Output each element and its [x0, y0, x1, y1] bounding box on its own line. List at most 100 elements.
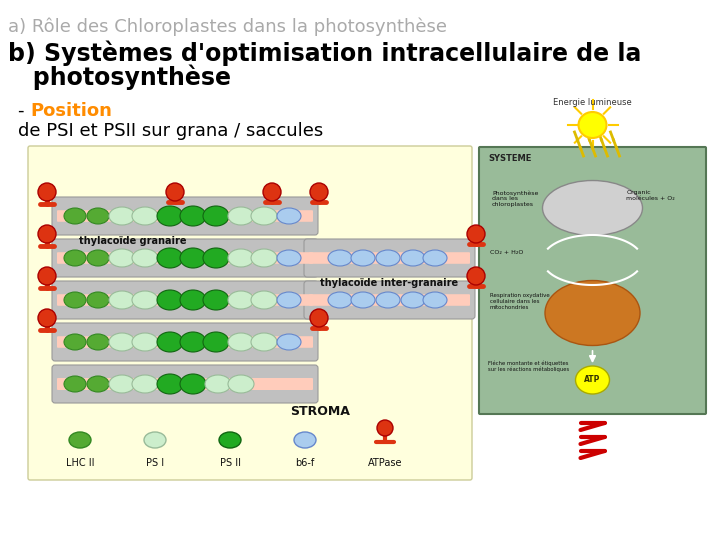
Text: ATP: ATP	[585, 375, 600, 384]
Ellipse shape	[228, 375, 254, 393]
Text: -: -	[18, 102, 30, 120]
Ellipse shape	[219, 432, 241, 448]
Ellipse shape	[69, 432, 91, 448]
Text: PS I: PS I	[146, 458, 164, 468]
Text: de PSI et PSII sur grana / saccules: de PSI et PSII sur grana / saccules	[18, 122, 323, 140]
Ellipse shape	[64, 292, 86, 308]
Ellipse shape	[203, 248, 229, 268]
Ellipse shape	[310, 183, 328, 201]
Ellipse shape	[467, 225, 485, 243]
Ellipse shape	[376, 250, 400, 266]
Text: Photosynthèse
dans les
chloroplastes: Photosynthèse dans les chloroplastes	[492, 190, 539, 207]
Ellipse shape	[87, 376, 109, 392]
Text: Fléche montante et étiquettes
sur les réactions métaboliques: Fléche montante et étiquettes sur les ré…	[488, 360, 570, 372]
Text: LHC II: LHC II	[66, 458, 94, 468]
Ellipse shape	[157, 332, 183, 352]
Ellipse shape	[228, 249, 254, 267]
Ellipse shape	[351, 292, 375, 308]
Ellipse shape	[263, 183, 281, 201]
Ellipse shape	[277, 208, 301, 224]
Ellipse shape	[87, 208, 109, 224]
Ellipse shape	[228, 291, 254, 309]
Ellipse shape	[157, 290, 183, 310]
FancyBboxPatch shape	[479, 147, 706, 414]
Ellipse shape	[166, 183, 184, 201]
Ellipse shape	[203, 290, 229, 310]
Ellipse shape	[251, 249, 277, 267]
FancyBboxPatch shape	[52, 197, 318, 235]
Ellipse shape	[38, 309, 56, 327]
Ellipse shape	[132, 207, 158, 225]
Ellipse shape	[545, 280, 640, 346]
Text: b) Systèmes d'optimisation intracellulaire de la: b) Systèmes d'optimisation intracellulai…	[8, 40, 642, 65]
Ellipse shape	[109, 291, 135, 309]
FancyBboxPatch shape	[304, 281, 475, 319]
Text: Position: Position	[30, 102, 112, 120]
Text: ATPase: ATPase	[368, 458, 402, 468]
Ellipse shape	[109, 333, 135, 351]
Text: Respiration oxydative
cellulaire dans les
mitochondries: Respiration oxydative cellulaire dans le…	[490, 293, 550, 309]
Ellipse shape	[328, 250, 352, 266]
Ellipse shape	[180, 248, 206, 268]
Ellipse shape	[203, 332, 229, 352]
Ellipse shape	[87, 250, 109, 266]
Text: PS II: PS II	[220, 458, 240, 468]
Ellipse shape	[251, 291, 277, 309]
Ellipse shape	[132, 375, 158, 393]
Ellipse shape	[132, 291, 158, 309]
FancyBboxPatch shape	[304, 239, 475, 277]
Ellipse shape	[64, 250, 86, 266]
Ellipse shape	[277, 334, 301, 350]
Ellipse shape	[251, 333, 277, 351]
Ellipse shape	[38, 183, 56, 201]
Ellipse shape	[423, 292, 447, 308]
Ellipse shape	[251, 207, 277, 225]
FancyBboxPatch shape	[52, 323, 318, 361]
FancyBboxPatch shape	[309, 252, 470, 264]
Ellipse shape	[401, 292, 425, 308]
Ellipse shape	[132, 249, 158, 267]
Ellipse shape	[157, 206, 183, 226]
Text: Organic
molécules + O₂: Organic molécules + O₂	[626, 190, 675, 201]
Ellipse shape	[157, 374, 183, 394]
Ellipse shape	[277, 292, 301, 308]
Text: photosynthèse: photosynthèse	[8, 65, 231, 91]
Ellipse shape	[64, 334, 86, 350]
Ellipse shape	[64, 376, 86, 392]
Ellipse shape	[157, 248, 183, 268]
Ellipse shape	[180, 206, 206, 226]
FancyBboxPatch shape	[28, 146, 472, 480]
Ellipse shape	[87, 334, 109, 350]
FancyBboxPatch shape	[57, 294, 313, 306]
Ellipse shape	[203, 206, 229, 226]
Text: thylacoïde granaire: thylacoïde granaire	[79, 236, 186, 246]
FancyBboxPatch shape	[309, 294, 470, 306]
Text: CO₂ + H₂O: CO₂ + H₂O	[490, 251, 523, 255]
Ellipse shape	[87, 292, 109, 308]
Ellipse shape	[376, 292, 400, 308]
Ellipse shape	[310, 309, 328, 327]
Ellipse shape	[328, 292, 352, 308]
Text: b6-f: b6-f	[295, 458, 315, 468]
Ellipse shape	[228, 207, 254, 225]
Ellipse shape	[109, 375, 135, 393]
Ellipse shape	[575, 366, 610, 394]
Ellipse shape	[144, 432, 166, 448]
Ellipse shape	[180, 332, 206, 352]
Text: Energie lumineuse: Energie lumineuse	[553, 98, 632, 107]
Ellipse shape	[423, 250, 447, 266]
Ellipse shape	[294, 432, 316, 448]
Ellipse shape	[109, 249, 135, 267]
FancyBboxPatch shape	[57, 210, 313, 222]
Text: thylacoïde inter-granaire: thylacoïde inter-granaire	[320, 278, 459, 288]
Ellipse shape	[467, 267, 485, 285]
Text: a) Rôle des Chloroplastes dans la photosynthèse: a) Rôle des Chloroplastes dans la photos…	[8, 18, 447, 37]
FancyBboxPatch shape	[52, 281, 318, 319]
Ellipse shape	[109, 207, 135, 225]
Ellipse shape	[64, 208, 86, 224]
FancyBboxPatch shape	[52, 239, 318, 277]
FancyBboxPatch shape	[52, 365, 318, 403]
FancyBboxPatch shape	[57, 252, 313, 264]
Ellipse shape	[401, 250, 425, 266]
Ellipse shape	[180, 290, 206, 310]
